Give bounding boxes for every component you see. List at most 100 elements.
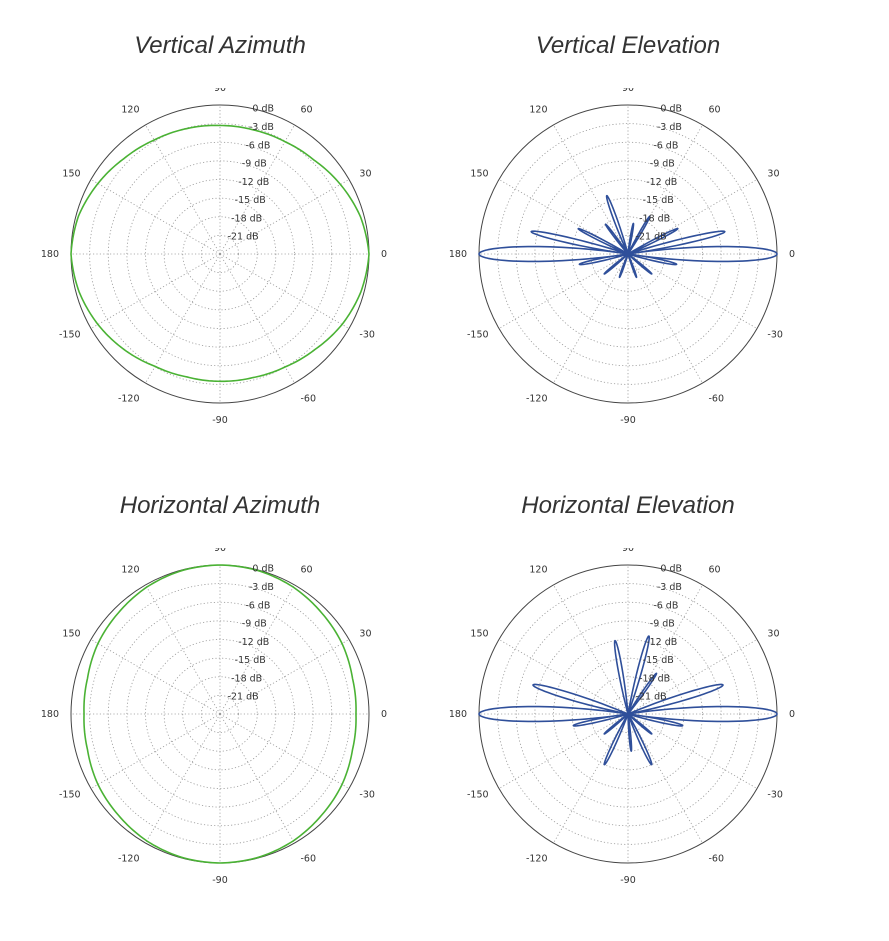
grid-ring — [608, 694, 648, 734]
ring-label: -15 dB — [643, 195, 674, 206]
grid-spoke — [553, 584, 629, 715]
angle-label: 0 — [789, 709, 795, 720]
angle-label: 30 — [767, 629, 779, 640]
grid-ring — [107, 141, 333, 367]
angle-label: 180 — [449, 249, 467, 260]
ring-label: 0 dB — [252, 104, 274, 115]
ring-label: -3 dB — [657, 582, 682, 593]
angle-label: -60 — [301, 853, 317, 864]
angle-label: -60 — [709, 393, 725, 404]
ring-label: 0 dB — [252, 564, 274, 575]
angle-label: -120 — [118, 393, 140, 404]
grid-spoke — [627, 124, 703, 255]
grid-ring — [200, 234, 240, 274]
polar-plot: 0 dB -3 dB -6 dB -9 dB -12 dB -15 dB -18 dB -21… — [41, 548, 387, 886]
grid-spoke — [90, 253, 221, 329]
angle-label: 0 — [381, 709, 387, 720]
chart-vertical-elevation: Vertical Elevation 0 dB -3 dB -6 dB -9 dB -1… — [448, 28, 808, 448]
grid-spoke — [145, 584, 221, 715]
ring-label: -9 dB — [242, 619, 267, 630]
grid-spoke — [553, 253, 629, 384]
angle-label: 90 — [214, 88, 226, 94]
chart-title: Vertical Azimuth — [134, 32, 306, 59]
ring-label: -9 dB — [650, 619, 675, 630]
angle-label: 60 — [301, 105, 313, 116]
angle-label: 180 — [449, 709, 467, 720]
chart-horizontal-azimuth: Horizontal Azimuth 0 dB -3 dB -6 dB -9 dB -1… — [40, 488, 400, 908]
grid-spoke — [219, 124, 295, 255]
ring-label: -6 dB — [653, 600, 678, 611]
grid-spoke — [145, 124, 221, 255]
grid-ring — [182, 216, 258, 292]
angle-label: -150 — [59, 330, 81, 341]
pattern-trace — [478, 194, 778, 279]
ring-label: -15 dB — [235, 655, 266, 666]
grid-spoke — [627, 639, 758, 715]
pattern-trace — [478, 635, 778, 766]
grid-spoke — [90, 639, 221, 715]
grid-spoke — [627, 253, 758, 329]
angle-label: -150 — [467, 790, 489, 801]
grid-ring — [145, 179, 295, 329]
grid-ring — [553, 639, 703, 789]
grid-spoke — [219, 639, 350, 715]
angle-label: -30 — [359, 790, 375, 801]
polar-plot: 0 dB -3 dB -6 dB -9 dB -12 dB -15 dB -18 dB -21… — [449, 548, 795, 886]
angle-label: 120 — [121, 565, 139, 576]
angle-label: -90 — [212, 875, 228, 886]
angle-label: 60 — [301, 565, 313, 576]
angle-label: -60 — [301, 393, 317, 404]
grid-spoke — [498, 639, 629, 715]
grid-ring — [200, 694, 240, 734]
angle-label: 30 — [359, 169, 371, 180]
grid-spoke — [145, 713, 221, 844]
angle-label: 0 — [789, 249, 795, 260]
grid-ring — [553, 179, 703, 329]
chart-title: Vertical Elevation — [535, 32, 721, 59]
grid-spoke — [145, 253, 221, 384]
ring-label: -9 dB — [650, 159, 675, 170]
ring-label: -18 dB — [231, 673, 262, 684]
grid-ring — [145, 639, 295, 789]
angle-label: -120 — [118, 853, 140, 864]
angle-label: 90 — [622, 548, 634, 554]
ring-label: -21 dB — [228, 692, 259, 703]
ring-label: -6 dB — [245, 140, 270, 151]
grid-ring — [515, 601, 741, 827]
ring-label: -18 dB — [639, 213, 670, 224]
angle-label: -30 — [767, 330, 783, 341]
grid-spoke — [219, 253, 350, 329]
grid-ring — [107, 601, 333, 827]
ring-label: -15 dB — [235, 195, 266, 206]
ring-label: -12 dB — [646, 637, 677, 648]
angle-label: -150 — [59, 790, 81, 801]
ring-label: -18 dB — [639, 673, 670, 684]
grid-spoke — [219, 713, 350, 789]
ring-label: -6 dB — [653, 140, 678, 151]
grid-ring — [182, 676, 258, 752]
ring-label: -3 dB — [249, 582, 274, 593]
angle-label: 0 — [381, 249, 387, 260]
ring-label: -12 dB — [646, 177, 677, 188]
grid-spoke — [498, 713, 629, 789]
ring-label: -3 dB — [657, 122, 682, 133]
grid-spoke — [90, 713, 221, 789]
grid-spoke — [498, 253, 629, 329]
grid-spoke — [627, 584, 703, 715]
pattern-trace — [83, 564, 357, 864]
grid-ring — [515, 141, 741, 367]
ring-label: 0 dB — [660, 564, 682, 575]
polar-plot: 0 dB -3 dB -6 dB -9 dB -12 dB -15 dB -18 dB -21… — [41, 88, 387, 426]
angle-label: -120 — [526, 853, 548, 864]
ring-label: -18 dB — [231, 213, 262, 224]
pattern-trace — [70, 124, 370, 383]
angle-label: 90 — [622, 88, 634, 94]
ring-label: -6 dB — [245, 600, 270, 611]
grid-ring — [608, 234, 648, 274]
chart-title: Horizontal Elevation — [521, 492, 735, 519]
chart-title: Horizontal Azimuth — [119, 492, 321, 519]
grid-spoke — [553, 124, 629, 255]
grid-spoke — [627, 253, 703, 384]
chart-horizontal-elevation: Horizontal Elevation 0 dB -3 dB -6 dB -9 dB… — [448, 488, 808, 908]
grid-spoke — [219, 713, 295, 844]
